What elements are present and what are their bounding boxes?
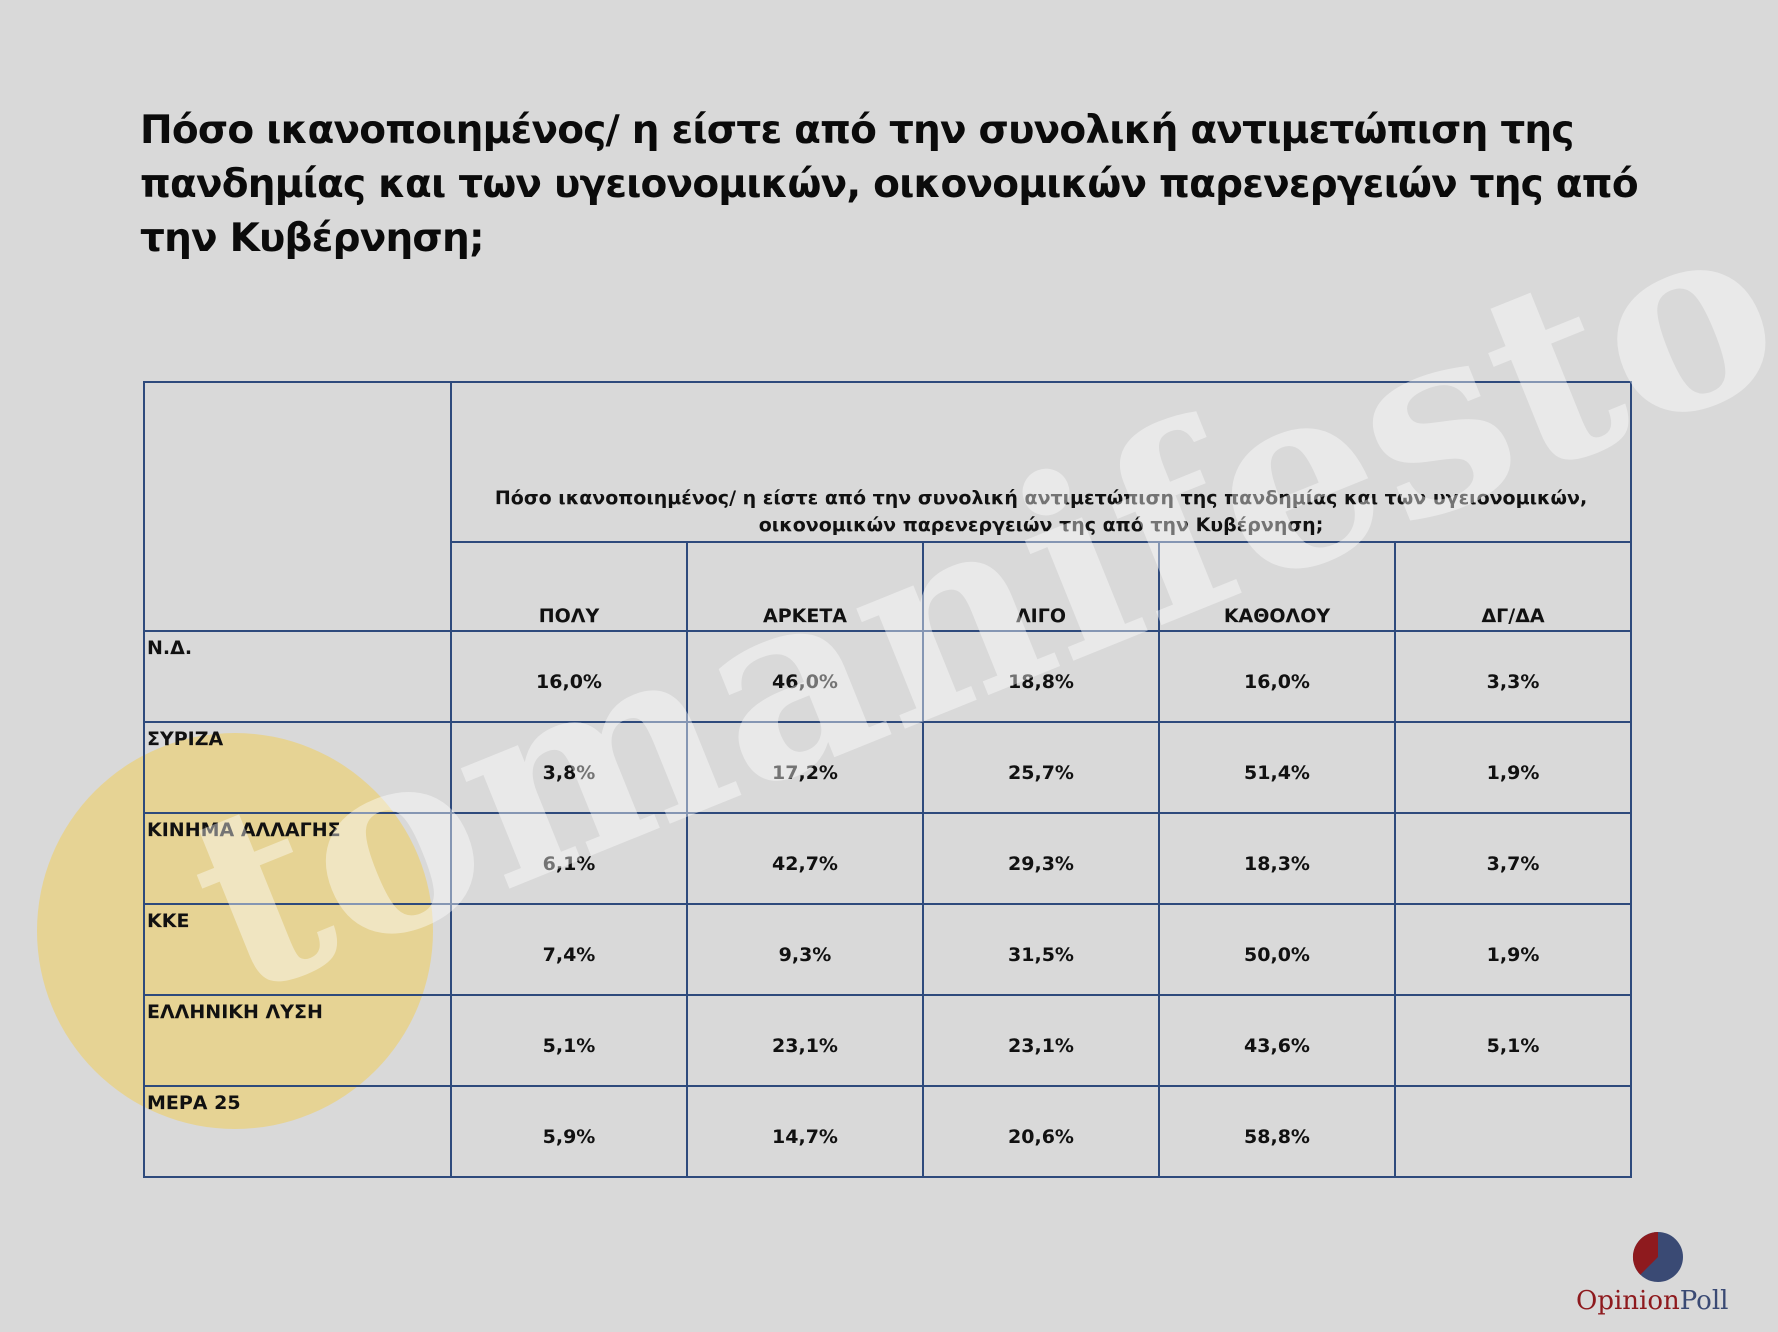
value-cell: 16,0% bbox=[450, 630, 688, 723]
slide-title: Πόσο ικανοποιημένος/ η είστε από την συν… bbox=[140, 108, 1639, 261]
table-row: ΕΛΛΗΝΙΚΗ ΛΥΣΗ 5,1% 23,1% 23,1% 43,6% 5,1… bbox=[143, 994, 1633, 1087]
value-cell: 5,1% bbox=[450, 994, 688, 1087]
value-cell: 3,3% bbox=[1393, 630, 1633, 723]
value-cell: 43,6% bbox=[1158, 994, 1396, 1087]
column-header: ΔΓ/ΔΑ bbox=[1393, 541, 1633, 632]
value-cell: 16,0% bbox=[1158, 630, 1396, 723]
value-cell: 18,3% bbox=[1158, 812, 1396, 905]
value-cell: 7,4% bbox=[450, 903, 688, 996]
value-cell: 18,8% bbox=[922, 630, 1160, 723]
corner-cell bbox=[143, 381, 452, 632]
table-row: ΜΕΡΑ 25 5,9% 14,7% 20,6% 58,8% bbox=[143, 1085, 1633, 1178]
value-cell: 42,7% bbox=[686, 812, 924, 905]
table-row: ΚΚΕ 7,4% 9,3% 31,5% 50,0% 1,9% bbox=[143, 903, 1633, 996]
table-row: ΚΙΝΗΜΑ ΑΛΛΑΓΗΣ 6,1% 42,7% 29,3% 18,3% 3,… bbox=[143, 812, 1633, 905]
column-header: ΑΡΚΕΤΑ bbox=[686, 541, 924, 632]
value-cell: 14,7% bbox=[686, 1085, 924, 1178]
value-cell: 46,0% bbox=[686, 630, 924, 723]
value-cell: 29,3% bbox=[922, 812, 1160, 905]
value-cell: 1,9% bbox=[1393, 721, 1633, 814]
party-label: ΕΛΛΗΝΙΚΗ ΛΥΣΗ bbox=[143, 994, 452, 1087]
results-table: Πόσο ικανοποιημένος/ η είστε από την συν… bbox=[143, 381, 1633, 1178]
value-cell: 17,2% bbox=[686, 721, 924, 814]
value-cell: 51,4% bbox=[1158, 721, 1396, 814]
logo-word-poll: Poll bbox=[1679, 1286, 1729, 1316]
logo-wordmark: OpinionPoll bbox=[1576, 1286, 1728, 1316]
value-cell: 3,7% bbox=[1393, 812, 1633, 905]
column-header: ΠΟΛΥ bbox=[450, 541, 688, 632]
logo-word-opinion: Opinion bbox=[1576, 1286, 1680, 1316]
party-label: ΚΚΕ bbox=[143, 903, 452, 996]
value-cell bbox=[1393, 1085, 1633, 1178]
table-row: Ν.Δ. 16,0% 46,0% 18,8% 16,0% 3,3% bbox=[143, 630, 1633, 723]
value-cell: 3,8% bbox=[450, 721, 688, 814]
party-label: ΜΕΡΑ 25 bbox=[143, 1085, 452, 1178]
value-cell: 58,8% bbox=[1158, 1085, 1396, 1178]
opinionpoll-logo: OpinionPoll bbox=[1576, 1230, 1736, 1320]
value-cell: 25,7% bbox=[922, 721, 1160, 814]
party-label: ΚΙΝΗΜΑ ΑΛΛΑΓΗΣ bbox=[143, 812, 452, 905]
pie-chart-icon bbox=[1632, 1232, 1683, 1282]
party-label: ΣΥΡΙΖΑ bbox=[143, 721, 452, 814]
column-header: ΚΑΘΟΛΟΥ bbox=[1158, 541, 1396, 632]
column-header: ΛΙΓΟ bbox=[922, 541, 1160, 632]
value-cell: 6,1% bbox=[450, 812, 688, 905]
value-cell: 20,6% bbox=[922, 1085, 1160, 1178]
category-header-row: ΠΟΛΥ ΑΡΚΕΤΑ ΛΙΓΟ ΚΑΘΟΛΟΥ ΔΓ/ΔΑ bbox=[144, 541, 1633, 632]
value-cell: 1,9% bbox=[1393, 903, 1633, 996]
value-cell: 23,1% bbox=[922, 994, 1160, 1087]
results-table-container: Πόσο ικανοποιημένος/ η είστε από την συν… bbox=[143, 381, 1633, 1178]
value-cell: 50,0% bbox=[1158, 903, 1396, 996]
value-cell: 5,1% bbox=[1393, 994, 1633, 1087]
table-row: ΣΥΡΙΖΑ 3,8% 17,2% 25,7% 51,4% 1,9% bbox=[143, 721, 1633, 814]
value-cell: 23,1% bbox=[686, 994, 924, 1087]
question-header: Πόσο ικανοποιημένος/ η είστε από την συν… bbox=[449, 381, 1633, 543]
value-cell: 9,3% bbox=[686, 903, 924, 996]
party-label: Ν.Δ. bbox=[143, 630, 452, 723]
table-header-row: Πόσο ικανοποιημένος/ η είστε από την συν… bbox=[143, 381, 1633, 632]
value-cell: 31,5% bbox=[922, 903, 1160, 996]
value-cell: 5,9% bbox=[450, 1085, 688, 1178]
